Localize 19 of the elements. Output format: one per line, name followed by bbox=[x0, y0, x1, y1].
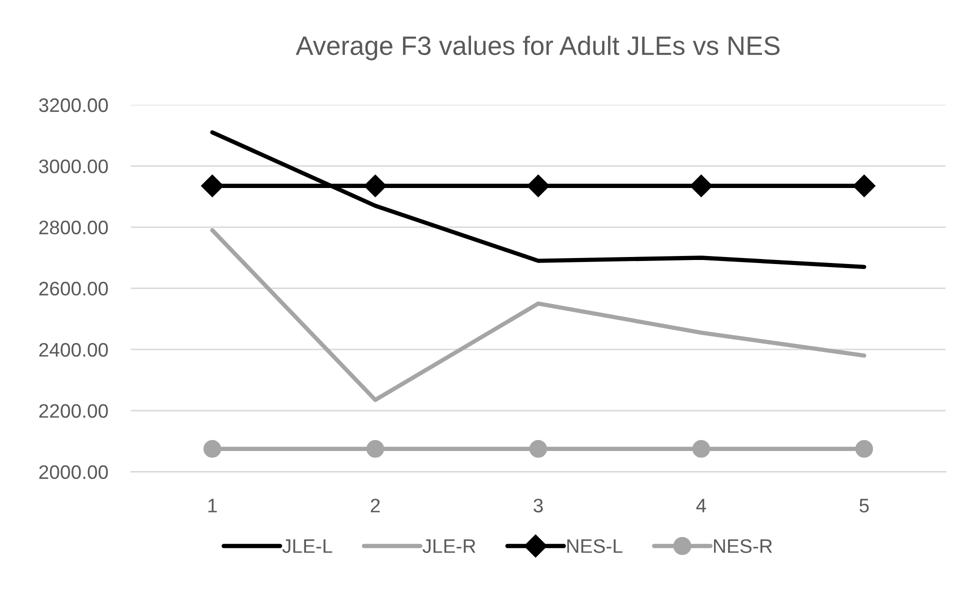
y-tick-label: 2200.00 bbox=[39, 404, 108, 418]
line-series bbox=[210, 130, 866, 269]
y-tick-label: 2800.00 bbox=[39, 220, 108, 234]
x-tick-label: 5 bbox=[860, 498, 869, 512]
y-tick-label: 2000.00 bbox=[39, 465, 108, 480]
y-tick-label: 3000.00 bbox=[39, 159, 108, 174]
x-tick-label: 3 bbox=[534, 498, 543, 512]
legend-label: NES-R bbox=[714, 539, 772, 553]
legend-label: JLE-L bbox=[282, 539, 332, 553]
x-tick-label: 1 bbox=[208, 498, 217, 512]
x-tick-label: 4 bbox=[696, 498, 706, 512]
y-tick-label: 2400.00 bbox=[39, 342, 108, 357]
legend-label: JLE-R bbox=[422, 539, 476, 553]
y-tick-label: 3200.00 bbox=[39, 98, 108, 112]
y-tick-label: 2600.00 bbox=[39, 282, 108, 296]
legend-label: NES-L bbox=[567, 539, 622, 553]
line-series bbox=[210, 228, 866, 402]
x-tick-label: 2 bbox=[370, 498, 380, 512]
chart-title: Average F3 values for Adult JLEs vs NES bbox=[296, 36, 780, 60]
